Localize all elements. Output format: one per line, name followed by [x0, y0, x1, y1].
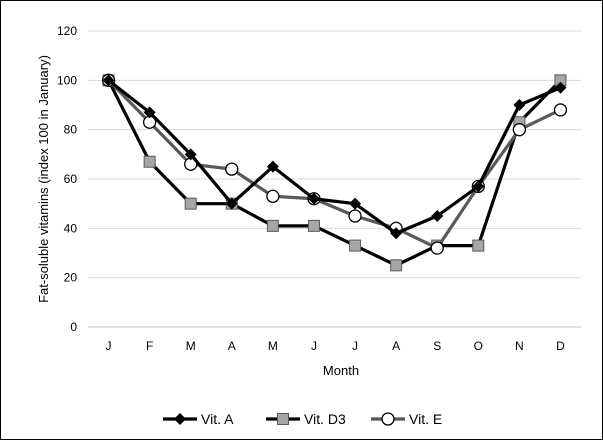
data-point-vit-d3 [184, 197, 197, 210]
legend-item-vit-d3: Vit. D3 [266, 411, 346, 427]
x-tick-label: M [186, 339, 196, 353]
data-point-vit-e [512, 123, 527, 137]
x-tick-label: A [392, 339, 400, 353]
x-tick-label: M [268, 339, 278, 353]
legend-label: Vit. D3 [304, 411, 346, 427]
x-tick-label: J [352, 339, 358, 353]
data-point-vit-d3 [390, 259, 403, 272]
data-point-vit-a [513, 99, 526, 111]
data-point-vit-a [184, 148, 197, 161]
legend-marker [381, 412, 395, 426]
legend-item-vit-e: Vit. E [371, 411, 442, 427]
data-point-vit-e [225, 162, 239, 176]
x-axis-title: Month [323, 363, 359, 378]
data-point-vit-a [349, 197, 362, 210]
x-tick-label: O [474, 339, 483, 353]
data-point-vit-d3 [472, 239, 485, 252]
y-axis-title: Fat-soluble vitamins (index 100 in Janua… [36, 55, 51, 303]
series-vit-a [102, 74, 567, 240]
x-tick-label: F [146, 339, 153, 353]
data-point-vit-d3 [307, 219, 320, 232]
y-tick-label: 20 [64, 271, 78, 285]
series-vit-d3 [102, 74, 567, 272]
series-line-vit-a [107, 79, 562, 235]
gridlines [88, 30, 581, 328]
data-point-vit-e [266, 189, 280, 203]
y-tick-label: 100 [57, 73, 77, 87]
data-point-vit-e [348, 209, 362, 223]
x-tick-label: N [515, 339, 524, 353]
legend-marker [277, 413, 289, 425]
x-tick-label: S [433, 339, 441, 353]
y-tick-label: 0 [70, 320, 77, 334]
legend-label: Vit. A [201, 411, 234, 427]
x-tick-label: A [228, 339, 236, 353]
series-line-vit-d3 [107, 79, 562, 267]
data-point-vit-a [266, 160, 279, 173]
data-point-vit-a [307, 192, 320, 205]
data-point-vit-a [554, 81, 567, 94]
legend: Vit. A Vit. D3 Vit. E [163, 411, 442, 427]
x-tick-label: D [556, 339, 565, 353]
data-point-vit-a [102, 74, 115, 87]
data-point-vit-a [472, 180, 485, 193]
legend-item-vit-a: Vit. A [163, 411, 234, 427]
series-layer [101, 73, 568, 272]
y-tick-label: 120 [57, 24, 77, 38]
legend-label: Vit. E [409, 411, 442, 427]
y-tick-label: 40 [64, 221, 78, 235]
x-tick-label: J [106, 339, 112, 353]
x-tick-label: J [311, 339, 317, 353]
y-tick-label: 60 [64, 172, 78, 186]
data-point-vit-e [553, 103, 568, 117]
data-point-vit-a [143, 106, 156, 119]
data-point-vit-d3 [143, 155, 156, 168]
legend-marker [174, 413, 186, 425]
data-point-vit-d3 [266, 219, 279, 232]
series-vit-e [101, 73, 568, 255]
series-line-vit-e [107, 79, 562, 250]
data-point-vit-a [431, 210, 444, 222]
data-point-vit-d3 [349, 239, 362, 252]
y-tick-label: 80 [64, 123, 78, 137]
data-point-vit-e [430, 241, 444, 255]
data-point-vit-a [225, 197, 238, 210]
y-tick-labels: 0 20 40 60 80 100 120 [57, 24, 77, 334]
data-point-vit-a [390, 227, 403, 240]
